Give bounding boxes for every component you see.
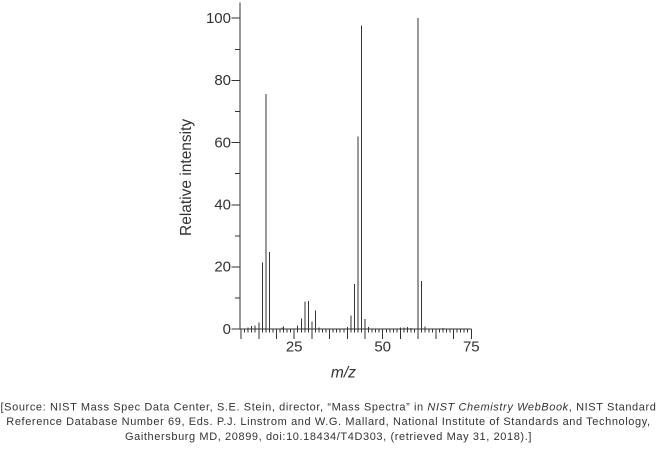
svg-text:40: 40 xyxy=(214,197,231,214)
svg-text:60: 60 xyxy=(214,134,231,151)
svg-text:50: 50 xyxy=(374,339,391,356)
svg-text:m/z: m/z xyxy=(331,365,356,382)
svg-text:100: 100 xyxy=(206,10,231,27)
svg-text:Relative intensity: Relative intensity xyxy=(178,119,195,236)
svg-text:0: 0 xyxy=(223,321,231,338)
svg-text:20: 20 xyxy=(214,259,231,276)
svg-text:75: 75 xyxy=(463,339,480,356)
svg-text:Reference Database Number 69,: Reference Database Number 69, Eds. P.J. … xyxy=(6,416,650,428)
svg-text:[Source: NIST Mass Spec Data C: [Source: NIST Mass Spec Data Center, S.E… xyxy=(1,402,657,414)
svg-text:25: 25 xyxy=(286,339,303,356)
svg-text:Gaithersburg MD, 20899, doi:10: Gaithersburg MD, 20899, doi:10.18434/T4D… xyxy=(125,431,532,443)
svg-text:80: 80 xyxy=(214,72,231,89)
